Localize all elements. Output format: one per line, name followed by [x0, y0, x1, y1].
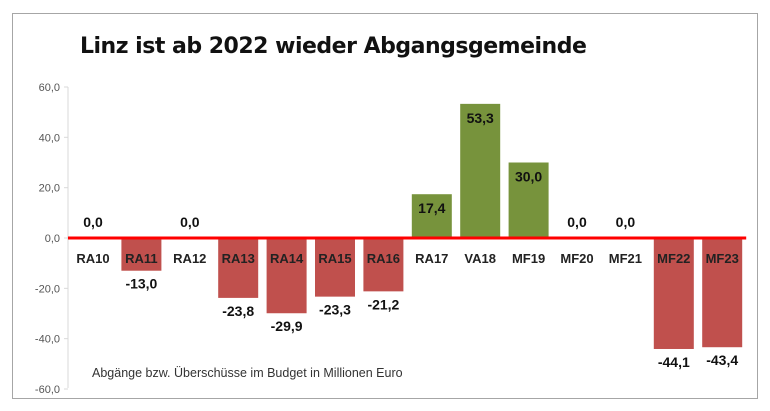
y-tick-label: 60,0	[39, 82, 60, 94]
y-tick-label: 0,0	[45, 233, 60, 245]
chart-frame	[12, 13, 758, 399]
category-label: RA11	[125, 251, 158, 266]
category-label: MF20	[560, 251, 593, 266]
category-label: RA14	[270, 251, 304, 266]
bar	[121, 238, 162, 271]
category-label: VA18	[464, 251, 496, 266]
data-label: -29,9	[271, 318, 303, 334]
y-tick-label: 20,0	[39, 183, 60, 195]
bar	[653, 238, 694, 349]
category-label: RA10	[76, 251, 109, 266]
category-label: MF22	[657, 251, 690, 266]
category-label: MF21	[609, 251, 642, 266]
category-label: RA16	[367, 251, 400, 266]
bar	[508, 162, 549, 238]
category-label: RA12	[173, 251, 206, 266]
category-label: RA15	[318, 251, 351, 266]
chart-subtitle: Abgänge bzw. Überschüsse im Budget in Mi…	[92, 366, 403, 380]
bar	[218, 238, 259, 298]
bar	[363, 238, 404, 292]
data-label: -43,4	[706, 352, 738, 368]
data-label: -21,2	[367, 296, 399, 312]
data-label: -13,0	[125, 276, 157, 292]
data-label: 30,0	[515, 169, 542, 185]
chart-title: Linz ist ab 2022 wieder Abgangsgemeinde	[80, 34, 587, 59]
data-label: 0,0	[83, 214, 103, 230]
y-tick-label: -60,0	[35, 384, 60, 396]
data-label: 0,0	[567, 214, 587, 230]
data-label: 0,0	[616, 214, 636, 230]
bar	[315, 238, 355, 297]
y-tick-label: 40,0	[39, 132, 60, 144]
y-tick-label: -20,0	[35, 283, 60, 295]
data-label: 17,4	[418, 200, 445, 216]
bar	[460, 103, 501, 238]
category-label: RA13	[222, 251, 255, 266]
data-label: 53,3	[467, 110, 494, 126]
data-label: -23,8	[222, 303, 254, 319]
category-label: MF19	[512, 251, 545, 266]
bar	[266, 238, 307, 314]
data-label: 0,0	[180, 214, 200, 230]
bar	[411, 194, 452, 238]
data-label: -23,3	[319, 302, 351, 318]
data-label: -44,1	[658, 354, 690, 370]
y-tick-label: -40,0	[35, 334, 60, 346]
category-label: RA17	[415, 251, 448, 266]
bar	[702, 238, 743, 348]
category-label: MF23	[706, 251, 739, 266]
